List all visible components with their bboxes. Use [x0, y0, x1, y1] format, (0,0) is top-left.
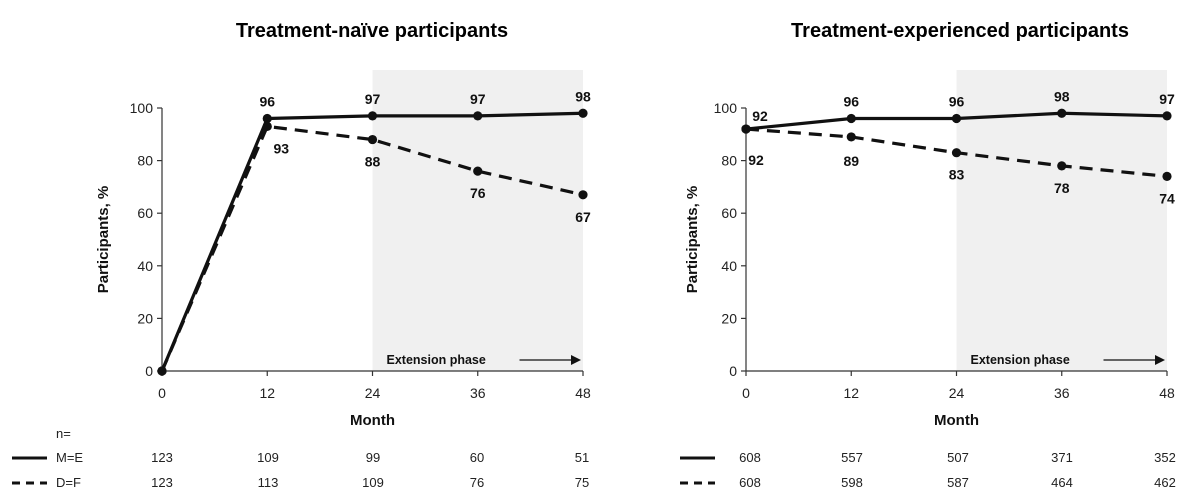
data-label: 96	[949, 94, 965, 110]
data-label: 76	[470, 185, 486, 201]
legend-label: D=F	[56, 475, 81, 490]
data-point	[368, 111, 377, 120]
x-tick-label: 24	[949, 385, 965, 401]
data-label: 83	[949, 167, 965, 183]
y-tick-label: 80	[137, 153, 153, 169]
data-label: 96	[259, 94, 275, 110]
n-count-cell: 60	[470, 450, 484, 465]
n-count-cell: 557	[841, 450, 863, 465]
data-label: 97	[365, 91, 381, 107]
n-count-cell: 462	[1154, 475, 1176, 490]
y-tick-label: 80	[721, 153, 737, 169]
data-point	[1162, 172, 1171, 181]
x-tick-label: 0	[158, 385, 166, 401]
legend-label: M=E	[56, 450, 83, 465]
data-point	[263, 114, 272, 123]
data-point	[157, 366, 166, 375]
x-tick-label: 36	[470, 385, 486, 401]
n-count-cell: 51	[575, 450, 589, 465]
n-header-label: n=	[56, 426, 71, 441]
y-axis-label: Participants, %	[684, 186, 701, 294]
y-tick-label: 0	[145, 363, 153, 379]
data-label: 78	[1054, 180, 1070, 196]
n-count-cell: 75	[575, 475, 589, 490]
n-count-cell: 608	[739, 475, 761, 490]
data-point	[263, 122, 272, 131]
x-tick-label: 48	[575, 385, 591, 401]
y-tick-label: 60	[721, 205, 737, 221]
chart-title: Treatment-naïve participants	[236, 20, 508, 42]
x-tick-label: 0	[742, 385, 750, 401]
data-label: 97	[470, 91, 486, 107]
x-tick-label: 36	[1054, 385, 1070, 401]
data-point	[578, 190, 587, 199]
x-axis-label: Month	[934, 412, 979, 429]
n-count-cell: 587	[947, 475, 969, 490]
n-count-cell: 99	[366, 450, 380, 465]
data-label: 67	[575, 209, 591, 225]
data-label: 98	[1054, 88, 1070, 104]
n-count-cell: 113	[258, 475, 279, 490]
y-tick-label: 100	[130, 100, 154, 116]
n-count-cell: 464	[1051, 475, 1073, 490]
data-label: 96	[843, 94, 859, 110]
x-tick-label: 12	[259, 385, 275, 401]
chart-panel-1: Treatment-naïve participants 0 20 40 60 80 100…	[12, 20, 591, 490]
data-point	[847, 132, 856, 141]
y-tick-label: 0	[729, 363, 737, 379]
data-label: 93	[273, 140, 289, 156]
data-label: 74	[1159, 190, 1175, 206]
data-point	[847, 114, 856, 123]
n-count-cell: 507	[947, 450, 969, 465]
chart-title: Treatment-experienced participants	[791, 20, 1129, 42]
x-tick-label: 12	[843, 385, 859, 401]
data-label: 92	[748, 152, 764, 168]
n-count-cell: 371	[1051, 450, 1073, 465]
data-point	[1162, 111, 1171, 120]
x-tick-label: 48	[1159, 385, 1175, 401]
data-point	[1057, 109, 1066, 118]
y-tick-label: 20	[137, 310, 153, 326]
data-point	[952, 114, 961, 123]
data-point	[473, 111, 482, 120]
y-tick-label: 100	[714, 100, 738, 116]
n-count-cell: 109	[257, 450, 279, 465]
x-tick-label: 24	[365, 385, 381, 401]
data-point	[368, 135, 377, 144]
y-tick-label: 40	[721, 258, 737, 274]
extension-phase-label: Extension phase	[971, 353, 1070, 367]
extension-phase-label: Extension phase	[387, 353, 486, 367]
n-count-cell: 123	[151, 450, 173, 465]
y-tick-label: 60	[137, 205, 153, 221]
n-count-cell: 608	[739, 450, 761, 465]
data-point	[473, 167, 482, 176]
chart-panel-2: Treatment-experienced participants 0 20 40 6…	[680, 20, 1176, 490]
n-count-cell: 598	[841, 475, 863, 490]
data-label: 98	[575, 88, 591, 104]
y-tick-label: 20	[721, 310, 737, 326]
data-point	[952, 148, 961, 157]
data-label: 89	[843, 153, 859, 169]
data-point	[578, 109, 587, 118]
n-count-cell: 352	[1154, 450, 1176, 465]
data-label: 92	[752, 108, 768, 124]
n-count-cell: 123	[151, 475, 173, 490]
data-label: 88	[365, 154, 381, 170]
n-count-cell: 109	[362, 475, 384, 490]
data-label: 97	[1159, 91, 1175, 107]
data-point	[741, 124, 750, 133]
n-count-cell: 76	[470, 475, 484, 490]
data-point	[1057, 161, 1066, 170]
y-tick-label: 40	[137, 258, 153, 274]
y-axis-label: Participants, %	[95, 186, 112, 294]
x-axis-label: Month	[350, 412, 395, 429]
